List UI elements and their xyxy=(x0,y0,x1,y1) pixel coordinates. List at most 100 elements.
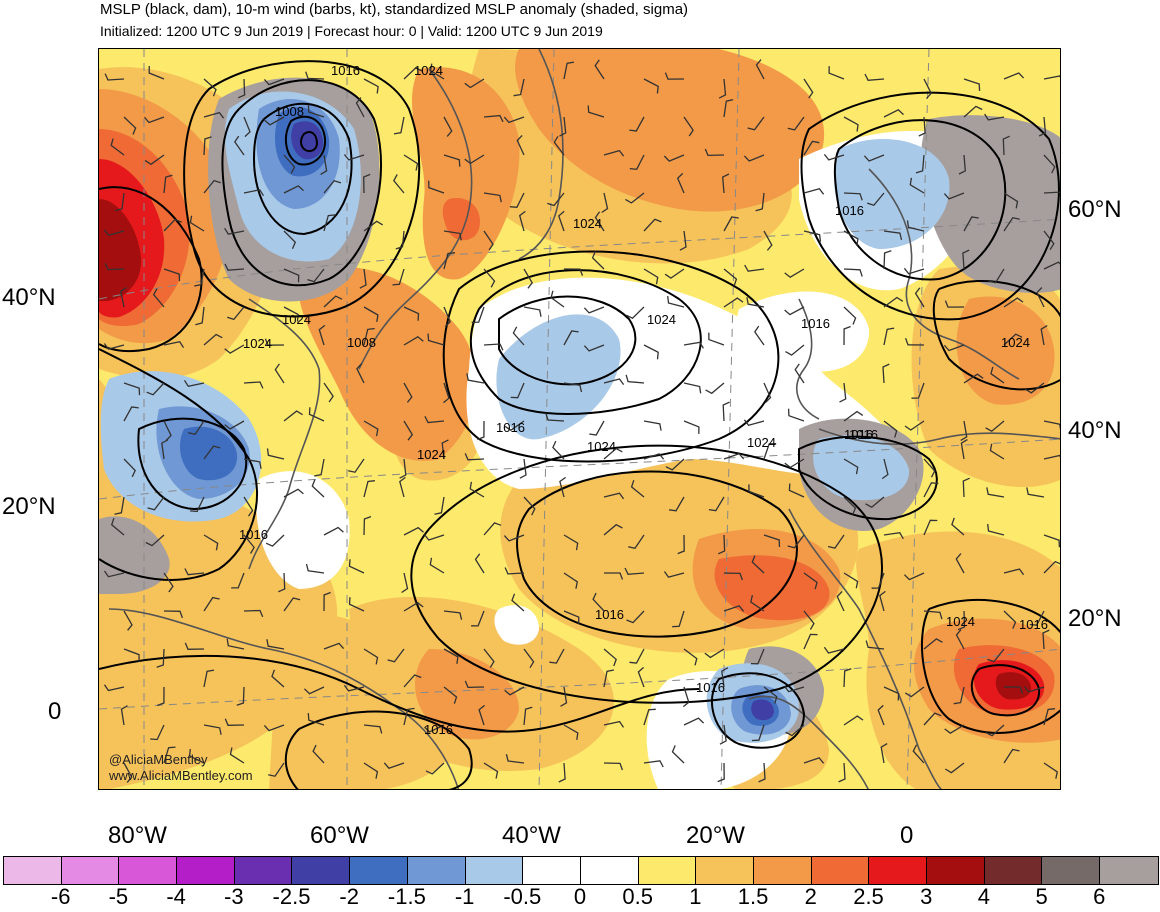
wind-barb xyxy=(184,568,205,576)
anomaly-region xyxy=(833,139,950,249)
wind-barb xyxy=(393,116,405,135)
isobar xyxy=(252,102,353,236)
wind-barb xyxy=(803,757,825,764)
wind-barb xyxy=(189,215,205,232)
wind-barb xyxy=(123,762,133,783)
wind-barb xyxy=(923,519,938,536)
wind-barb xyxy=(226,306,245,321)
wind-barb xyxy=(403,336,424,346)
wind-barb xyxy=(787,116,805,131)
wind-barb xyxy=(152,288,165,308)
isobar xyxy=(516,470,798,638)
wind-barb xyxy=(843,458,859,475)
grid-line xyxy=(906,49,930,789)
wind-barb xyxy=(1036,287,1045,308)
wind-barb xyxy=(363,724,383,734)
wind-barb xyxy=(1042,629,1050,650)
wind-barb xyxy=(1003,297,1024,308)
colorbar-label: -2 xyxy=(339,884,359,909)
isobars xyxy=(99,60,1060,789)
wind-barb xyxy=(836,590,845,612)
wind-barb xyxy=(723,98,734,118)
isobar xyxy=(183,60,421,318)
wind-barb xyxy=(144,154,165,166)
wind-barb xyxy=(643,708,656,726)
isobar-label: 1016 xyxy=(239,527,268,542)
wind-barb xyxy=(787,408,805,422)
wind-barb xyxy=(443,610,463,620)
wind-barb xyxy=(794,363,805,384)
wind-barb xyxy=(883,230,903,241)
wind-barb xyxy=(629,648,645,664)
isobar-label: 1024 xyxy=(414,63,443,78)
wind-barb xyxy=(427,333,445,346)
lon-label: 20°W xyxy=(686,822,745,849)
wind-barb xyxy=(550,290,565,308)
wind-barb xyxy=(1023,686,1045,693)
wind-barb xyxy=(918,116,926,137)
wind-barb xyxy=(723,605,745,612)
colorbar-swatch xyxy=(1042,857,1101,884)
wind-barb xyxy=(708,496,725,512)
wind-barb xyxy=(163,174,173,194)
wind-barb xyxy=(843,572,859,589)
wind-barb xyxy=(343,684,365,692)
wind-barb xyxy=(683,420,700,434)
wind-barb xyxy=(962,477,970,498)
wind-barb xyxy=(283,410,303,422)
colorbar-swatch xyxy=(119,857,178,884)
wind-barb xyxy=(477,420,485,441)
wind-barb xyxy=(243,534,255,554)
wind-barb xyxy=(1024,382,1045,394)
wind-barb xyxy=(880,743,888,764)
wind-barb xyxy=(960,420,968,441)
wind-barb xyxy=(763,442,777,460)
colorbar-swatch xyxy=(4,857,62,884)
wind-barb xyxy=(203,111,225,119)
wind-barb xyxy=(683,341,704,349)
isobar xyxy=(800,91,1060,321)
wind-barb xyxy=(923,712,942,726)
wind-barb xyxy=(963,78,981,91)
lat-label-right: 40°N xyxy=(1068,417,1122,444)
wind-barb xyxy=(483,230,494,251)
wind-barb xyxy=(1003,333,1023,346)
wind-barb xyxy=(719,724,727,745)
wind-barb xyxy=(758,762,766,783)
wind-barb xyxy=(443,154,461,167)
wind-barb xyxy=(343,154,365,161)
wind-barb xyxy=(625,374,645,384)
wind-barb xyxy=(877,704,885,726)
wind-barb xyxy=(943,344,965,352)
wind-barb xyxy=(523,648,535,669)
wind-barb xyxy=(747,116,765,131)
wind-barb xyxy=(553,135,565,156)
wind-barb xyxy=(904,420,925,431)
wind-barb xyxy=(784,268,805,278)
wind-barb xyxy=(148,66,165,80)
wind-barb xyxy=(203,179,221,194)
wind-barb xyxy=(283,597,301,612)
wind-barb xyxy=(914,287,925,308)
wind-barb xyxy=(423,534,445,541)
wind-barb xyxy=(563,724,579,740)
colorbar-label: -6 xyxy=(50,884,71,909)
wind-barb xyxy=(483,522,502,536)
anomaly-region xyxy=(494,605,539,645)
wind-barb xyxy=(866,192,885,207)
wind-barb xyxy=(904,337,925,346)
wind-barb xyxy=(803,140,820,156)
wind-barb xyxy=(664,268,685,279)
wind-barb xyxy=(504,567,525,575)
colorbar-swatch xyxy=(177,857,235,884)
wind-barb xyxy=(563,610,580,625)
wind-barb xyxy=(188,748,205,764)
wind-barb xyxy=(363,220,384,232)
wind-barb xyxy=(203,333,223,346)
colorbar-label: -5 xyxy=(108,884,129,909)
wind-barb xyxy=(955,629,965,650)
wind-barb xyxy=(443,230,462,241)
anomaly-region xyxy=(496,314,621,440)
wind-barb xyxy=(558,762,566,783)
wind-barb xyxy=(268,762,285,777)
